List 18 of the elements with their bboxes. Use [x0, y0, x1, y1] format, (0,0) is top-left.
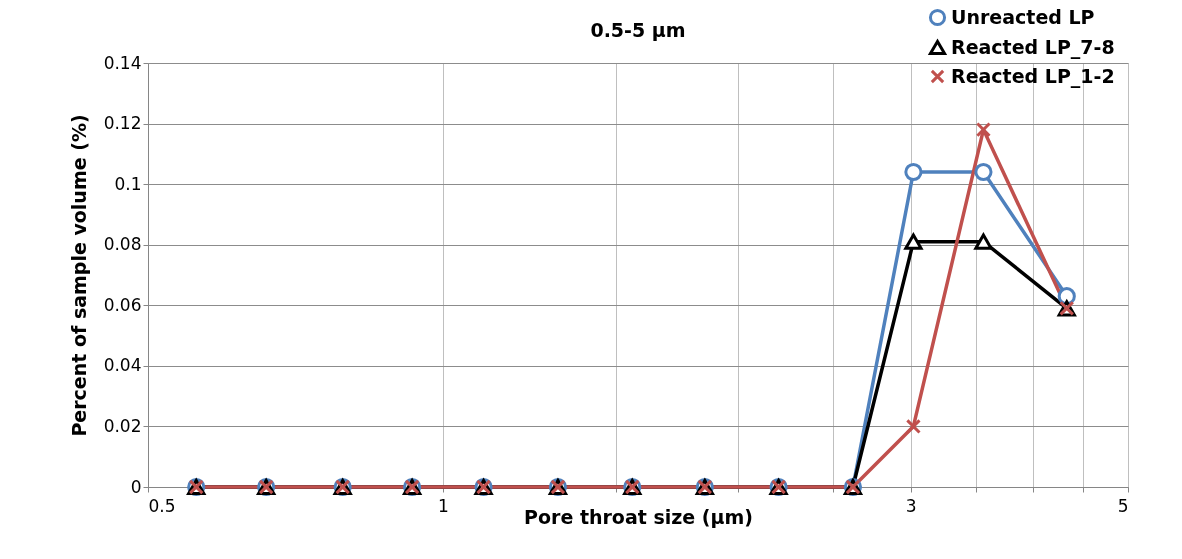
- y-tick-label: 0.06: [103, 294, 142, 315]
- y-tick-label: 0.1: [114, 173, 142, 194]
- legend-label: Reacted LP_7-8: [951, 35, 1115, 59]
- y-tick-label: 0.02: [103, 415, 142, 436]
- y-tick-label: 0: [130, 476, 142, 497]
- chart-title: 0.5-5 µm: [590, 19, 686, 41]
- y-tick-label: 0.04: [103, 355, 142, 376]
- x-tick-label: 3: [905, 495, 917, 516]
- x-axis-title: Pore throat size (µm): [524, 505, 753, 528]
- y-tick-label: 0.12: [103, 113, 142, 134]
- y-tick-label: 0.08: [103, 234, 142, 255]
- y-tick-label: 0.14: [103, 52, 142, 73]
- x-tick-label: 5: [1117, 495, 1129, 516]
- legend-label: Unreacted LP: [951, 5, 1095, 28]
- legend-label: Reacted LP_1-2: [951, 64, 1115, 88]
- x-tick-label: 1: [438, 495, 449, 516]
- y-axis-title: Percent of sample volume (%): [67, 114, 90, 437]
- x-tick-label: 0.5: [148, 495, 176, 516]
